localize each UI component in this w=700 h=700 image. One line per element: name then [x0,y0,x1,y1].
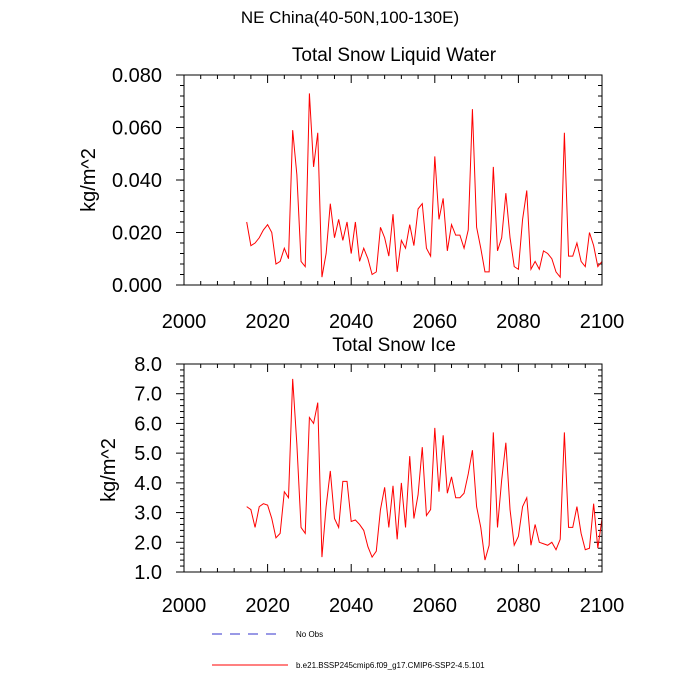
axis-ticks [176,363,603,573]
x-tick-label: 2040 [329,595,374,617]
snow-ice-panel: Total Snow Ice kg/m^2 2000 2020 2040 2060 20… [98,335,624,617]
y-tick-label: 4.0 [134,473,162,495]
y-tick-label: 0.000 [112,275,162,297]
page-title: NE China(40-50N,100-130E) [240,8,460,27]
series-line [246,378,603,561]
x-tick-label: 2020 [245,595,290,617]
x-tick-labels: 2000 2020 2040 2060 2080 2100 [162,311,625,333]
y-tick-label: 0.060 [112,118,162,140]
y-tick-label: 0.020 [112,223,162,245]
x-tick-label: 2080 [496,311,541,333]
series-line [246,93,603,279]
legend-no-obs-label: No Obs [296,630,323,639]
y-tick-label: 2.0 [134,532,162,554]
legend: No Obs b.e21.BSSP245cmip6.f09_g17.CMIP6-… [212,630,485,670]
y-tick-label: 3.0 [134,503,162,525]
y-tick-label: 8.0 [134,354,162,376]
y-tick-label: 1.0 [134,562,162,584]
y-axis-label: kg/m^2 [98,438,120,502]
legend-model-label: b.e21.BSSP245cmip6.f09_g17.CMIP6-SSP2-4.… [296,661,485,670]
y-axis-label: kg/m^2 [78,148,100,212]
plot-frame [183,74,603,286]
panel-title: Total Snow Ice [332,335,456,356]
x-tick-label: 2000 [162,311,207,333]
x-tick-label: 2100 [580,595,625,617]
snow-liquid-water-panel: Total Snow Liquid Water kg/m^2 2000 2020 2… [78,45,624,333]
x-tick-label: 2020 [245,311,290,333]
panel-title: Total Snow Liquid Water [292,45,497,66]
y-tick-labels: 1.0 2.0 3.0 4.0 5.0 6.0 7.0 8.0 [134,354,162,584]
x-tick-label: 2060 [413,311,458,333]
x-tick-label: 2060 [413,595,458,617]
y-tick-label: 0.080 [112,65,162,87]
x-tick-label: 2000 [162,595,207,617]
x-tick-labels: 2000 2020 2040 2060 2080 2100 [162,595,625,617]
y-tick-label: 0.040 [112,170,162,192]
y-tick-label: 6.0 [134,413,162,435]
plot-frame [183,363,603,573]
x-tick-label: 2040 [329,311,374,333]
y-tick-label: 5.0 [134,443,162,465]
x-tick-label: 2100 [580,311,625,333]
y-tick-labels: 0.000 0.020 0.040 0.060 0.080 [112,65,162,297]
y-tick-label: 7.0 [134,384,162,406]
x-tick-label: 2080 [496,595,541,617]
